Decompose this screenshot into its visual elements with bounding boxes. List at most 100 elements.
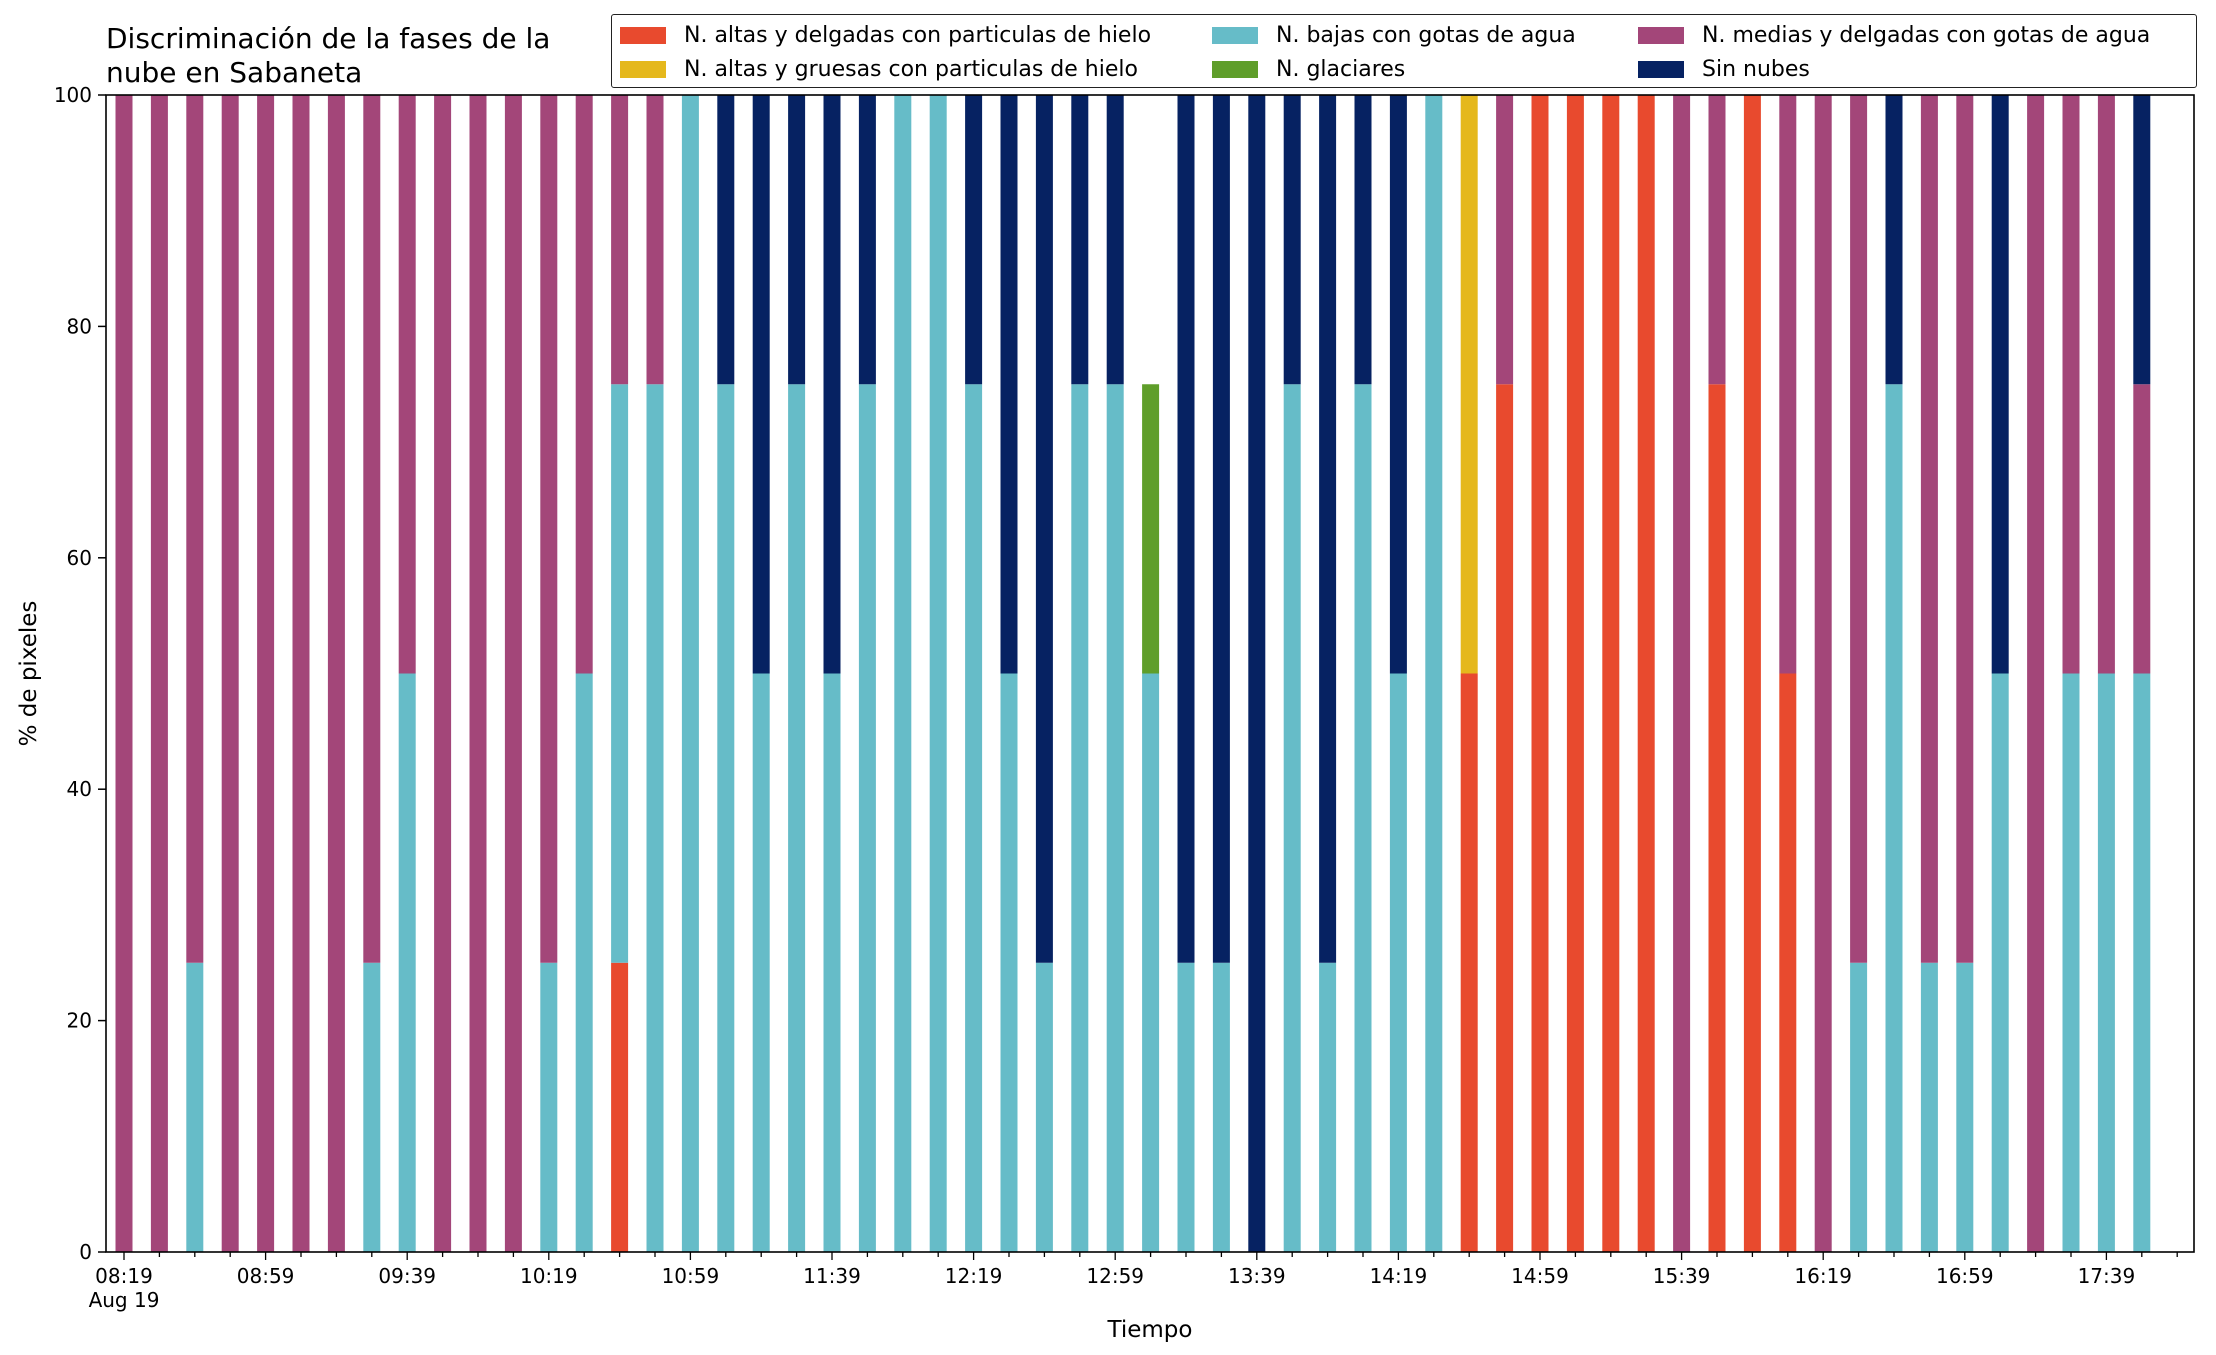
bar-segment bbox=[363, 962, 381, 1252]
legend: N. altas y delgadas con particulas de hi… bbox=[611, 14, 2197, 88]
legend-swatch bbox=[1638, 26, 1684, 44]
legend-label: N. medias y delgadas con gotas de agua bbox=[1702, 22, 2151, 48]
bar-segment bbox=[186, 962, 204, 1252]
bar-segment bbox=[1389, 673, 1407, 1252]
bar-segment bbox=[2027, 95, 2045, 1252]
bar-segment bbox=[823, 673, 841, 1252]
bar-segment bbox=[2097, 95, 2115, 674]
legend-swatch bbox=[1212, 60, 1258, 78]
bar-segment bbox=[1779, 95, 1797, 674]
bar-segment bbox=[1920, 962, 1938, 1252]
bar-segment bbox=[1142, 673, 1160, 1252]
bars-layer bbox=[115, 95, 2151, 1252]
bar-segment bbox=[363, 95, 381, 963]
bar-segment bbox=[1743, 95, 1761, 1252]
bar-segment bbox=[646, 384, 664, 1252]
y-tick-label: 40 bbox=[67, 777, 92, 801]
bar-segment bbox=[1354, 384, 1372, 1252]
bar-segment bbox=[752, 673, 770, 1252]
bar-segment bbox=[1071, 95, 1089, 385]
y-tick-label: 20 bbox=[67, 1009, 92, 1033]
bar-segment bbox=[788, 384, 806, 1252]
y-axis-label: % de pixeles bbox=[16, 601, 42, 747]
bar-segment bbox=[858, 95, 876, 385]
bar-segment bbox=[2062, 673, 2080, 1252]
legend-label: N. altas y delgadas con particulas de hi… bbox=[684, 22, 1152, 48]
bar-segment bbox=[929, 95, 947, 1252]
bar-segment bbox=[292, 95, 310, 1252]
bar-segment bbox=[1000, 95, 1018, 674]
bar-segment bbox=[150, 95, 168, 1252]
legend-swatch bbox=[1638, 60, 1684, 78]
x-tick-label: 14:19 bbox=[1370, 1264, 1428, 1288]
bar-segment bbox=[1319, 95, 1337, 963]
bar-segment bbox=[646, 95, 664, 385]
bar-segment bbox=[1708, 384, 1726, 1252]
bar-segment bbox=[1354, 95, 1372, 385]
bar-segment bbox=[611, 962, 629, 1252]
x-tick-label: 10:59 bbox=[662, 1264, 720, 1288]
x-tick-label: 15:39 bbox=[1653, 1264, 1711, 1288]
bar-segment bbox=[858, 384, 876, 1252]
legend-item: Sin nubes bbox=[1638, 52, 2198, 86]
x-tick-label: 08:59 bbox=[237, 1264, 295, 1288]
x-tick-label: 10:19 bbox=[520, 1264, 578, 1288]
bar-segment bbox=[965, 384, 983, 1252]
bar-segment bbox=[1283, 95, 1301, 385]
bar-segment bbox=[611, 95, 629, 385]
bar-segment bbox=[327, 95, 345, 1252]
bar-segment bbox=[1389, 95, 1407, 674]
bar-segment bbox=[1602, 95, 1620, 1252]
bar-segment bbox=[1885, 384, 1903, 1252]
bar-segment bbox=[965, 95, 983, 385]
bar-segment bbox=[1531, 95, 1549, 1252]
bar-segment bbox=[2133, 673, 2151, 1252]
bar-segment bbox=[540, 962, 558, 1252]
bar-segment bbox=[1177, 95, 1195, 963]
y-tick-label: 100 bbox=[54, 83, 92, 107]
bar-segment bbox=[1425, 95, 1443, 1252]
bar-segment bbox=[186, 95, 204, 963]
bar-segment bbox=[1177, 962, 1195, 1252]
x-tick-label: 14:59 bbox=[1511, 1264, 1569, 1288]
x-date-label: Aug 19 bbox=[89, 1288, 160, 1312]
bar-segment bbox=[1071, 384, 1089, 1252]
y-axis: 0 20 40 60 80 100 bbox=[54, 83, 106, 1264]
legend-label: N. altas y gruesas con particulas de hie… bbox=[684, 56, 1138, 82]
chart-title: Discriminación de la fases de la nube en… bbox=[106, 22, 551, 89]
bar-segment bbox=[752, 95, 770, 674]
legend-label: Sin nubes bbox=[1702, 56, 1810, 82]
bar-segment bbox=[1142, 384, 1160, 674]
bar-segment bbox=[504, 95, 522, 1252]
legend-item: N. bajas con gotas de agua bbox=[1212, 18, 1638, 52]
bar-segment bbox=[398, 673, 416, 1252]
bar-segment bbox=[1956, 962, 1974, 1252]
bar-segment bbox=[434, 95, 452, 1252]
bar-segment bbox=[1814, 95, 1832, 1252]
bar-segment bbox=[1496, 95, 1514, 385]
bar-segment bbox=[2133, 384, 2151, 674]
legend-label: N. glaciares bbox=[1276, 56, 1406, 82]
bar-segment bbox=[788, 95, 806, 385]
x-tick-label: 12:59 bbox=[1086, 1264, 1144, 1288]
bar-segment bbox=[1248, 95, 1266, 1252]
bar-segment bbox=[1850, 95, 1868, 963]
bar-segment bbox=[469, 95, 487, 1252]
legend-label: N. bajas con gotas de agua bbox=[1276, 22, 1576, 48]
legend-swatch bbox=[620, 60, 666, 78]
legend-item: N. glaciares bbox=[1212, 52, 1638, 86]
bar-segment bbox=[1850, 962, 1868, 1252]
x-tick-label: 09:39 bbox=[378, 1264, 436, 1288]
x-axis-label: Tiempo bbox=[1107, 1317, 1193, 1343]
bar-segment bbox=[1460, 95, 1478, 674]
bar-segment bbox=[1779, 673, 1797, 1252]
legend-swatch bbox=[620, 26, 666, 44]
x-tick-label: 11:39 bbox=[803, 1264, 861, 1288]
bar-segment bbox=[1991, 95, 2009, 674]
x-tick-label: 16:19 bbox=[1794, 1264, 1852, 1288]
bar-segment bbox=[1496, 384, 1514, 1252]
bar-segment bbox=[540, 95, 558, 963]
bar-segment bbox=[1920, 95, 1938, 963]
x-tick-label: 13:39 bbox=[1228, 1264, 1286, 1288]
bar-segment bbox=[398, 95, 416, 674]
